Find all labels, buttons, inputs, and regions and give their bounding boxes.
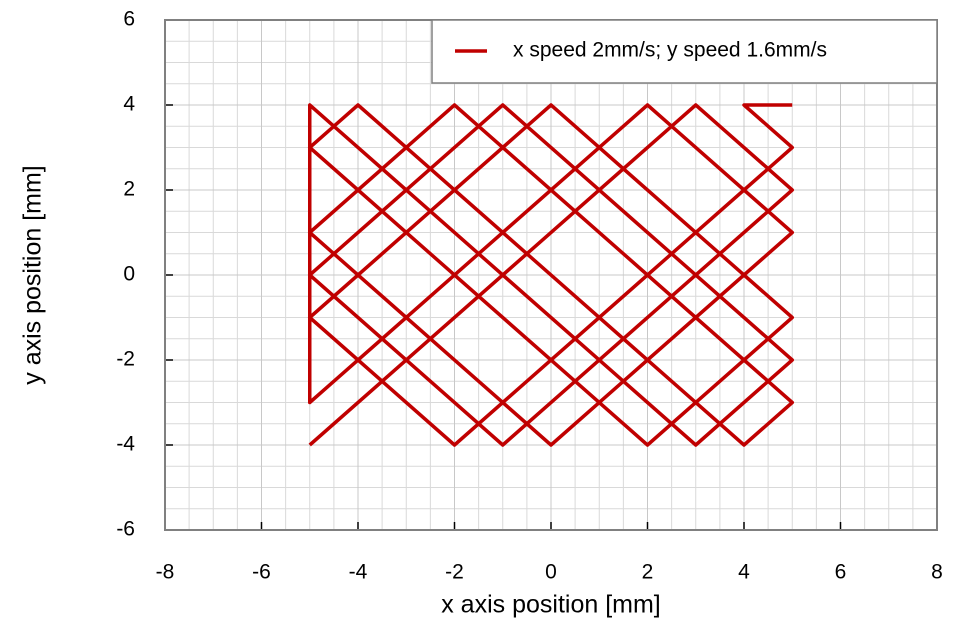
x-tick-label: 2: [642, 561, 654, 584]
y-tick-label: -4: [116, 433, 135, 456]
y-tick-label: -2: [116, 348, 135, 371]
x-tick-label: -2: [445, 561, 464, 584]
legend-box: [431, 19, 938, 84]
y-tick-label: 6: [123, 8, 135, 31]
x-tick-label: 4: [738, 561, 750, 584]
y-tick-label: -6: [116, 518, 135, 541]
data-line: [308, 103, 794, 447]
x-axis-label: x axis position [mm]: [441, 591, 661, 619]
x-tick-label: -8: [156, 561, 175, 584]
y-tick-label: 2: [123, 178, 135, 201]
x-tick-label: 0: [545, 561, 557, 584]
legend-label: x speed 2mm/s; y speed 1.6mm/s: [513, 39, 827, 62]
x-tick-label: 8: [931, 561, 943, 584]
y-tick-label: 4: [123, 93, 135, 116]
y-tick-label: 0: [123, 263, 135, 286]
x-tick-label: -4: [349, 561, 368, 584]
x-tick-label: -6: [252, 561, 271, 584]
x-tick-label: 6: [835, 561, 847, 584]
y-axis-label: y axis position [mm]: [19, 165, 47, 385]
